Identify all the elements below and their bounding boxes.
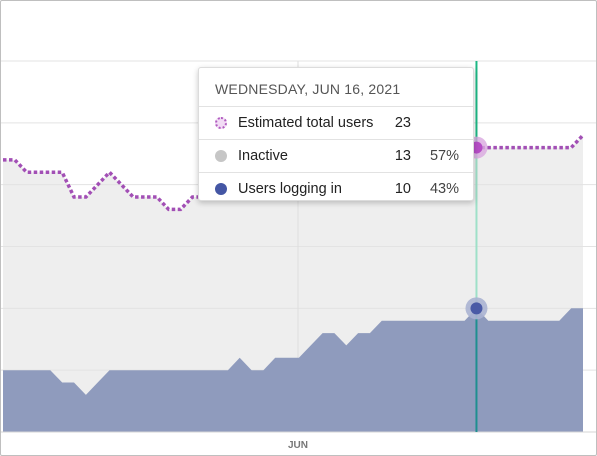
tooltip-row-logging-in: Users logging in 10 43%: [199, 173, 473, 205]
tooltip-date: WEDNESDAY, JUN 16, 2021: [199, 68, 473, 107]
dotted-circle-icon: [215, 117, 227, 129]
users-logging-in-area: [3, 308, 583, 432]
circle-icon: [215, 150, 227, 162]
tooltip-value: 23: [394, 115, 411, 131]
tooltip-value: 10: [394, 181, 411, 197]
tooltip-label: Users logging in: [238, 181, 342, 197]
tooltip-value: 13: [394, 148, 411, 164]
tooltip-row-estimated-total: Estimated total users 23: [199, 107, 473, 140]
tooltip-percent: 57%: [429, 148, 459, 164]
x-tick-label: JUN: [288, 440, 308, 451]
chart-tooltip: WEDNESDAY, JUN 16, 2021 Estimated total …: [198, 67, 474, 201]
tooltip-label: Estimated total users: [238, 115, 374, 131]
circle-icon: [215, 183, 227, 195]
tooltip-percent: 43%: [429, 181, 459, 197]
tooltip-row-inactive: Inactive 13 57%: [199, 140, 473, 173]
login-hover-point: [470, 302, 483, 315]
tooltip-label: Inactive: [238, 148, 288, 164]
